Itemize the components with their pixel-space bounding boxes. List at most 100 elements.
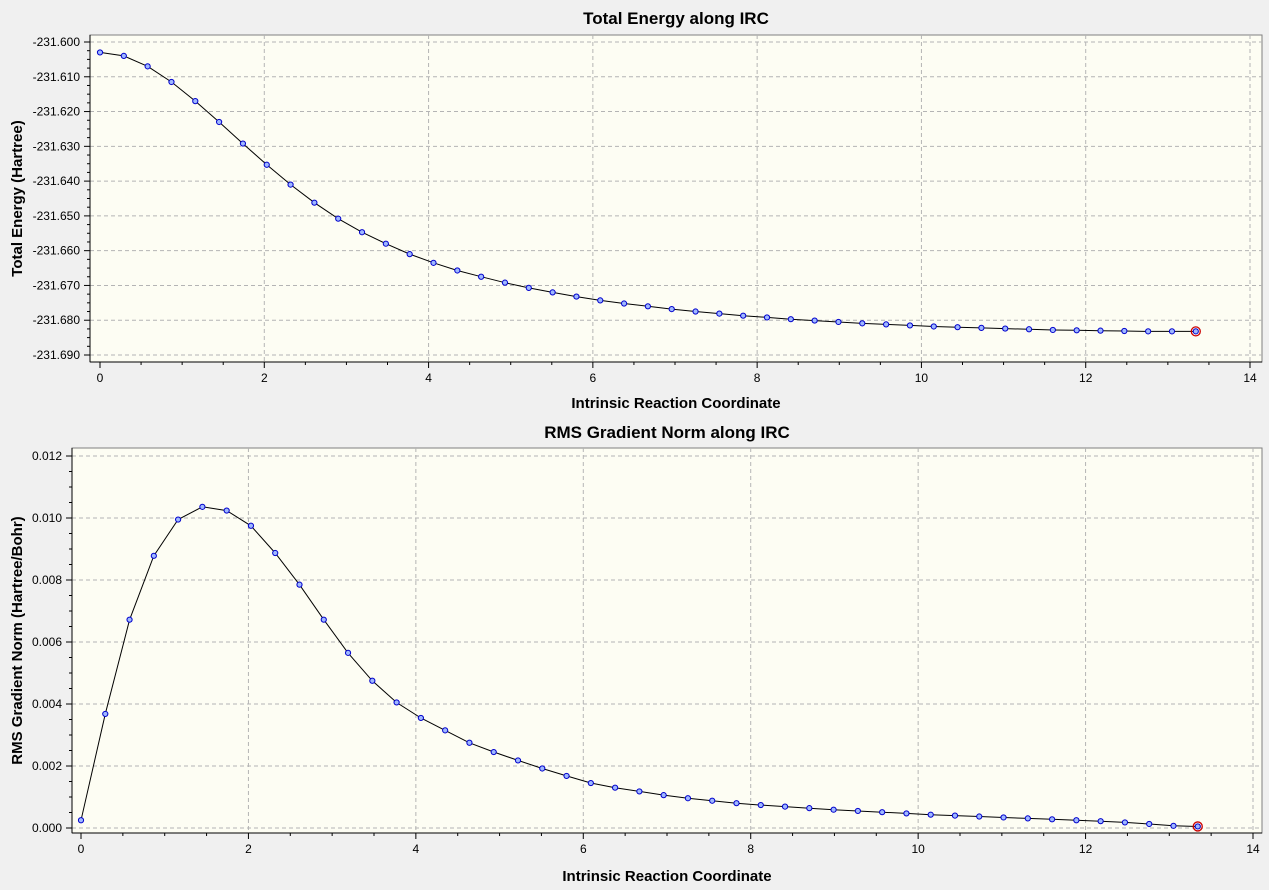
x-tick-label: 2	[261, 371, 268, 385]
data-point[interactable]	[660, 792, 667, 799]
data-point[interactable]	[976, 813, 983, 820]
data-point[interactable]	[369, 677, 376, 684]
data-point[interactable]	[879, 809, 886, 816]
data-point[interactable]	[120, 52, 127, 60]
data-point[interactable]	[1049, 326, 1056, 334]
data-point[interactable]	[382, 240, 389, 247]
data-point[interactable]	[597, 297, 604, 304]
data-point[interactable]	[636, 788, 643, 795]
data-point[interactable]	[692, 308, 699, 315]
data-point[interactable]	[859, 320, 866, 327]
data-point[interactable]	[1192, 328, 1199, 335]
data-point[interactable]	[906, 322, 914, 329]
data-point[interactable]	[514, 757, 522, 764]
data-point[interactable]	[1121, 819, 1129, 826]
data-point[interactable]	[239, 140, 247, 147]
data-point[interactable]	[787, 316, 794, 323]
data-point[interactable]	[102, 710, 109, 718]
y-tick-label: -231.650	[33, 209, 81, 223]
data-point[interactable]	[525, 284, 532, 291]
data-point[interactable]	[296, 581, 303, 588]
data-point[interactable]	[587, 779, 594, 787]
data-point[interactable]	[247, 522, 255, 529]
data-point[interactable]	[272, 549, 279, 557]
data-point[interactable]	[358, 229, 366, 236]
data-point[interactable]	[96, 49, 104, 56]
data-point[interactable]	[1000, 814, 1007, 821]
data-point[interactable]	[668, 305, 675, 313]
data-point[interactable]	[344, 649, 352, 656]
y-tick-label: 0.008	[32, 573, 62, 587]
data-point[interactable]	[263, 161, 270, 168]
data-point[interactable]	[311, 199, 318, 206]
data-point[interactable]	[430, 259, 437, 266]
data-point[interactable]	[573, 293, 580, 300]
data-point[interactable]	[1097, 327, 1104, 334]
data-point[interactable]	[478, 273, 485, 280]
data-point[interactable]	[1048, 816, 1056, 823]
data-point[interactable]	[1146, 820, 1153, 828]
data-point[interactable]	[835, 318, 842, 326]
data-point[interactable]	[757, 801, 764, 809]
data-point[interactable]	[684, 795, 692, 802]
data-point[interactable]	[830, 806, 837, 813]
data-point[interactable]	[1073, 327, 1080, 334]
data-point[interactable]	[466, 739, 473, 746]
data-point[interactable]	[199, 503, 206, 510]
data-point[interactable]	[406, 251, 413, 258]
data-point[interactable]	[620, 300, 628, 307]
data-point[interactable]	[1073, 817, 1080, 824]
data-point[interactable]	[126, 616, 133, 623]
data-point[interactable]	[144, 63, 151, 70]
data-point[interactable]	[563, 772, 570, 780]
data-point[interactable]	[1170, 822, 1177, 829]
data-point[interactable]	[883, 321, 890, 328]
data-point[interactable]	[740, 312, 747, 319]
data-point[interactable]	[733, 800, 740, 807]
data-point[interactable]	[192, 98, 199, 105]
data-point[interactable]	[930, 323, 937, 330]
data-point[interactable]	[763, 314, 771, 321]
data-point[interactable]	[1024, 815, 1031, 822]
data-point[interactable]	[393, 699, 400, 706]
data-point[interactable]	[175, 516, 182, 523]
data-point[interactable]	[644, 303, 651, 310]
data-point[interactable]	[1025, 326, 1033, 333]
data-point[interactable]	[1121, 327, 1128, 335]
data-point[interactable]	[927, 811, 934, 818]
data-point[interactable]	[611, 784, 619, 791]
data-point[interactable]	[716, 310, 723, 317]
data-point[interactable]	[978, 324, 985, 331]
data-point[interactable]	[954, 324, 961, 331]
data-point[interactable]	[903, 810, 910, 817]
data-point[interactable]	[539, 765, 546, 772]
data-point[interactable]	[150, 552, 157, 559]
data-point[interactable]	[223, 507, 230, 514]
data-point[interactable]	[709, 797, 716, 804]
data-point[interactable]	[1002, 325, 1009, 332]
data-point[interactable]	[951, 812, 959, 819]
data-point[interactable]	[454, 267, 461, 274]
data-point[interactable]	[216, 118, 223, 126]
data-point[interactable]	[168, 78, 175, 86]
data-point[interactable]	[77, 817, 85, 824]
data-point[interactable]	[287, 181, 294, 188]
current-point-marker[interactable]	[1192, 821, 1203, 832]
data-point[interactable]	[417, 714, 424, 722]
data-point[interactable]	[335, 215, 342, 222]
data-point[interactable]	[1194, 823, 1201, 830]
data-point[interactable]	[811, 317, 818, 324]
data-point[interactable]	[442, 727, 449, 734]
data-point[interactable]	[549, 289, 556, 296]
current-point-marker[interactable]	[1190, 326, 1201, 337]
data-point[interactable]	[501, 279, 509, 286]
data-point[interactable]	[781, 803, 789, 810]
data-point[interactable]	[490, 748, 497, 756]
data-point[interactable]	[806, 805, 813, 812]
data-point[interactable]	[1145, 328, 1152, 335]
data-point[interactable]	[1168, 328, 1176, 335]
data-point[interactable]	[854, 807, 861, 815]
data-point[interactable]	[1097, 818, 1104, 825]
data-point[interactable]	[320, 616, 327, 623]
